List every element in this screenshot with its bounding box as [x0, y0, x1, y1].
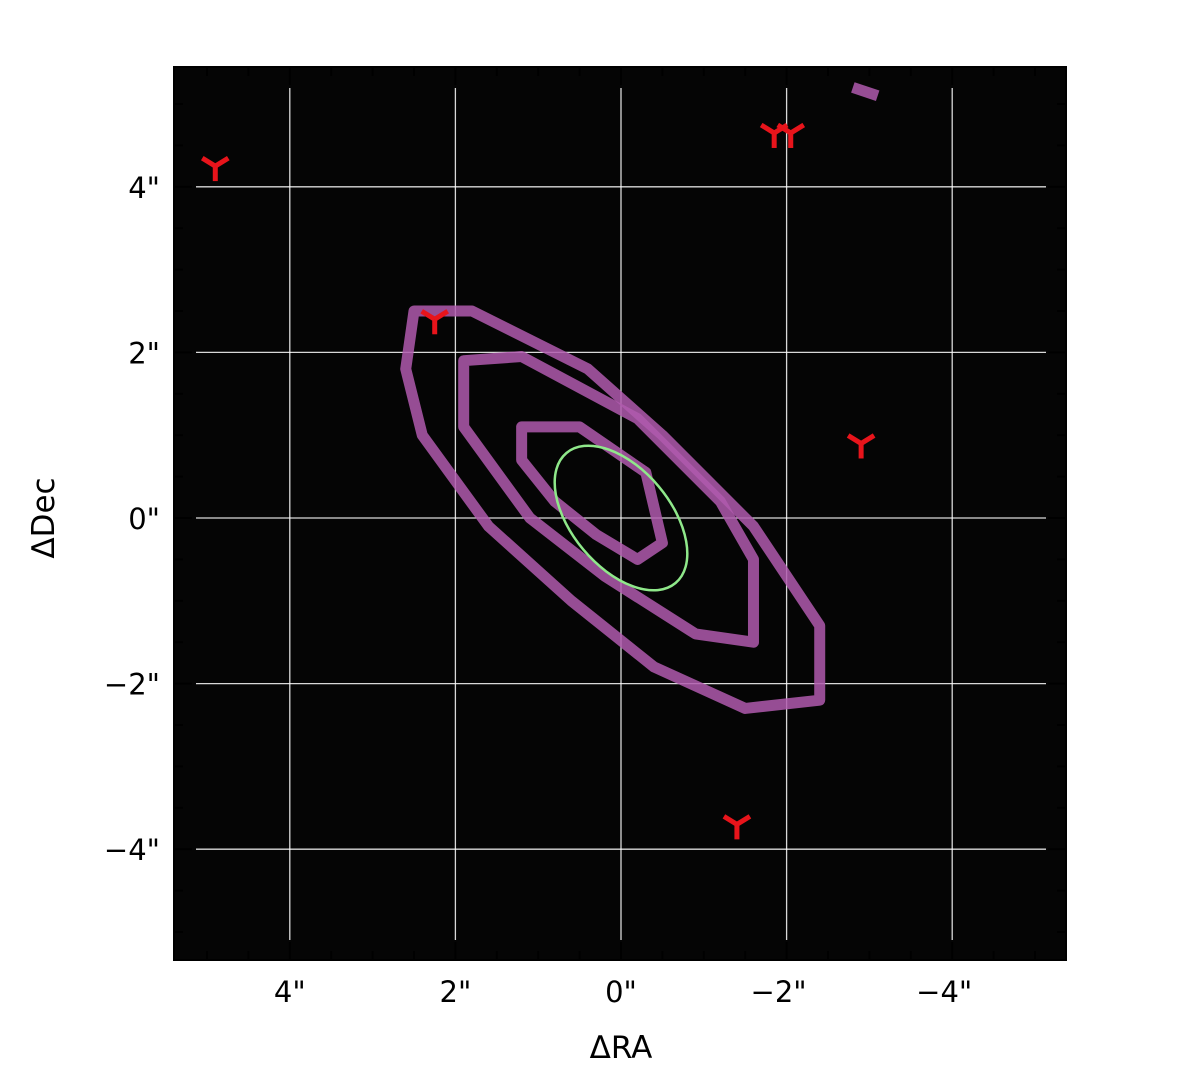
sky-source — [390, 245, 505, 360]
catalog-marker-icon — [776, 122, 806, 148]
x-tick-label: −4" — [916, 975, 972, 1009]
catalog-marker-icon — [846, 433, 876, 459]
y-axis-label: ΔDec — [26, 477, 62, 558]
contour-inner — [516, 421, 668, 565]
error-ellipse — [553, 444, 689, 592]
y-tick-labels: 4" 2" 0" −2" −4" — [104, 171, 160, 867]
contour-middle — [458, 351, 759, 648]
grid-lines — [196, 88, 1046, 940]
error-ellipse-layer — [553, 444, 689, 592]
tick-marks — [174, 67, 1066, 960]
y-tick-label: 2" — [128, 336, 160, 370]
sky-source — [1025, 864, 1066, 917]
sky-source — [174, 96, 273, 211]
sky-source — [352, 67, 426, 132]
y-tick-label: 0" — [128, 502, 160, 536]
sky-source — [210, 264, 304, 358]
sky-source — [1003, 702, 1066, 765]
sky-source — [951, 550, 1003, 602]
plot-area — [174, 67, 1066, 960]
x-tick-label: 0" — [605, 975, 637, 1009]
contour-outer — [400, 305, 826, 714]
y-tick-label: −4" — [104, 833, 160, 867]
sky-source — [411, 623, 475, 686]
sky-source — [544, 93, 607, 156]
sky-source — [685, 847, 789, 951]
x-tick-labels: 4" 2" 0" −2" −4" — [274, 975, 972, 1009]
catalog-marker-icon — [722, 814, 752, 840]
x-tick-label: 2" — [440, 975, 472, 1009]
x-axis-label: ΔRA — [590, 1030, 653, 1066]
sky-source — [813, 383, 918, 487]
saturated-source — [174, 440, 455, 861]
sky-source — [973, 88, 1047, 161]
x-tick-label: 4" — [274, 975, 306, 1009]
catalog-marker-icon — [420, 309, 450, 335]
contour-layer — [400, 82, 880, 714]
sky-source — [904, 89, 967, 152]
x-tick-label: −2" — [751, 975, 807, 1009]
sky-source — [821, 809, 884, 872]
catalog-marker-icon — [200, 155, 230, 182]
catalog-markers — [200, 122, 876, 840]
y-tick-label: 4" — [128, 171, 160, 205]
contour-fragment — [851, 82, 880, 101]
y-tick-label: −2" — [104, 668, 160, 702]
